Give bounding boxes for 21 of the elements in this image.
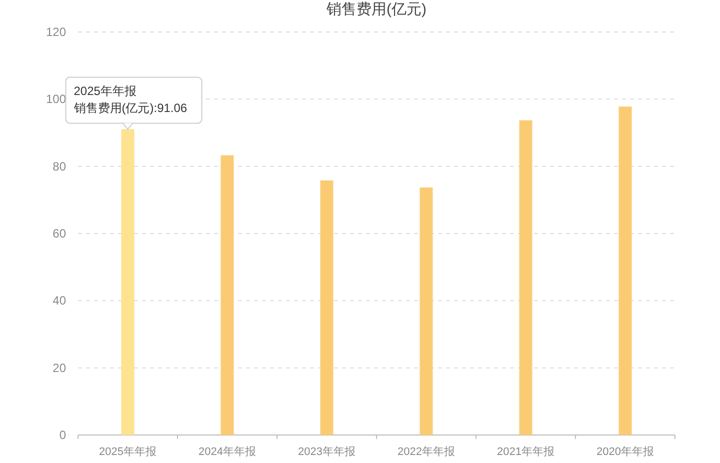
y-tick-label: 60: [52, 226, 66, 240]
chart-title: 销售费用(亿元): [326, 1, 426, 18]
bar: [220, 155, 234, 435]
y-tick-label: 40: [52, 294, 66, 308]
x-tick-label: 2024年年报: [198, 446, 256, 458]
y-tick-label: 20: [52, 360, 66, 375]
bar: [420, 187, 433, 435]
x-tick-label: 2023年年报: [298, 446, 356, 458]
y-tick-label: 80: [52, 159, 66, 174]
bar: [320, 180, 334, 435]
annotation: 销售费用(亿元):91.06: [72, 101, 188, 116]
x-tick-label: 2021年年报: [497, 446, 554, 458]
bar: [519, 120, 532, 435]
x-tick-label: 2022年年报: [398, 446, 455, 458]
x-tick-label: 2025年年报: [99, 446, 156, 458]
annotation: 2025年年报: [74, 84, 136, 98]
y-tick-label: 100: [46, 92, 66, 106]
y-tick-label: 0: [59, 428, 66, 442]
y-tick-label: 120: [46, 25, 66, 39]
bar: [618, 106, 632, 435]
x-tick-label: 2020年年报: [596, 446, 654, 458]
